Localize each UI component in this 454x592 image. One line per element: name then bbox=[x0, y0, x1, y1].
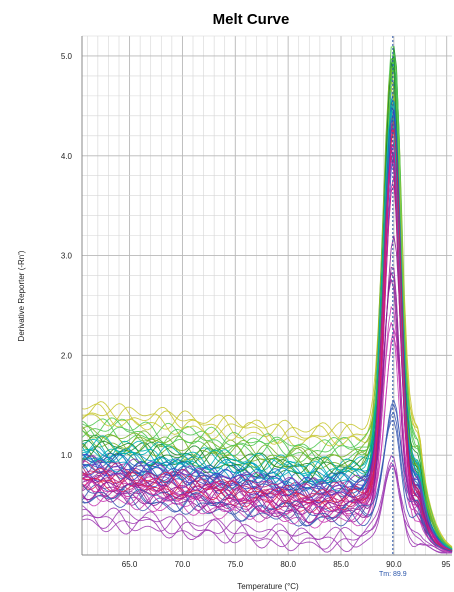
melt-trace bbox=[81, 160, 453, 551]
y-tick-label: 4.0 bbox=[61, 152, 73, 161]
y-tick-label: 3.0 bbox=[61, 252, 73, 261]
axes: 1.0 2.0 3.0 4.0 5.0 65.0 70.0 75.0 80.0 85.0 90.0 9… bbox=[61, 36, 452, 569]
y-axis-label: Derivative Reporter (-Rn') bbox=[17, 250, 26, 341]
melt-trace bbox=[81, 101, 453, 550]
tm-label: Tm: 89.9 bbox=[379, 571, 407, 578]
chart-title: Melt Curve bbox=[213, 11, 290, 28]
melt-trace bbox=[81, 185, 453, 553]
melt-trace bbox=[81, 461, 452, 554]
y-tick-label: 1.0 bbox=[61, 451, 73, 460]
melt-trace bbox=[81, 67, 453, 550]
melt-traces bbox=[81, 46, 453, 554]
melt-trace bbox=[81, 145, 453, 553]
x-tick-label: 75.0 bbox=[227, 560, 243, 569]
x-tick-label: 90.0 bbox=[386, 560, 402, 569]
melt-trace bbox=[81, 420, 453, 552]
tm-annotation: Tm: 89.9 bbox=[379, 36, 407, 578]
melt-trace bbox=[81, 271, 453, 553]
y-tick-label: 5.0 bbox=[61, 52, 73, 61]
melt-trace bbox=[81, 403, 453, 554]
x-axis-label: Temperature (°C) bbox=[237, 582, 299, 591]
x-tick-label: 70.0 bbox=[175, 560, 191, 569]
x-tick-label: 85.0 bbox=[333, 560, 349, 569]
x-tick-label: 65.0 bbox=[122, 560, 138, 569]
melt-trace bbox=[81, 67, 453, 549]
melt-trace bbox=[81, 465, 452, 554]
x-tick-label: 95 bbox=[442, 560, 451, 569]
melt-trace bbox=[81, 279, 453, 553]
melt-trace bbox=[81, 455, 452, 554]
melt-trace bbox=[81, 305, 453, 553]
x-tick-label: 80.0 bbox=[280, 560, 296, 569]
melt-trace bbox=[81, 111, 453, 550]
y-tick-label: 2.0 bbox=[61, 351, 73, 360]
